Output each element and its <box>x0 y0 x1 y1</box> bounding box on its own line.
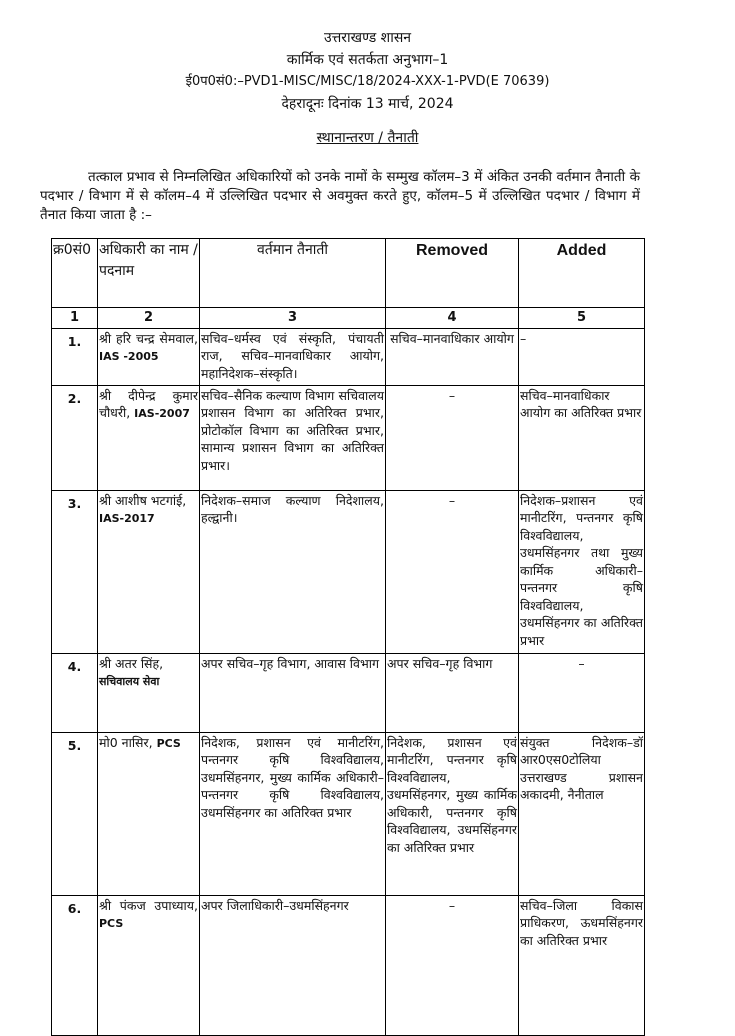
col-number: 4 <box>385 307 519 329</box>
officer-name: मो0 नासिर, PCS <box>97 731 200 896</box>
col-number: 2 <box>97 307 200 329</box>
table-row: 5. मो0 नासिर, PCS निदेशक, प्रशासन एवं मा… <box>51 731 645 896</box>
removed-posting: – <box>385 489 519 654</box>
place-date: देहरादूनः दिनांक 13 मार्च, 2024 <box>281 96 454 112</box>
name-text: श्री दीपेन्द्र कुमार चौधरी, <box>99 387 198 421</box>
table-row: 1. श्री हरि चन्द्र सेमवाल, IAS -2005 सचि… <box>51 327 645 386</box>
reference-number: ई0प0सं0:–PVD1-MISC/MISC/18/2024-XXX-1-PV… <box>185 74 550 89</box>
section-name: कार्मिक एवं सतर्कता अनुभाग–1 <box>286 52 449 68</box>
current-posting: अपर जिलाधिकारी–उधमसिंहनगर <box>199 894 386 1036</box>
table-row: 2. श्री दीपेन्द्र कुमार चौधरी, IAS-2007 … <box>51 384 645 491</box>
serial-number: 4. <box>51 652 98 733</box>
removed-posting: अपर सचिव–गृह विभाग <box>385 652 519 733</box>
removed-posting: – <box>385 894 519 1036</box>
service-text: PCS <box>156 736 181 750</box>
added-posting: – <box>518 327 645 386</box>
officer-name: श्री आशीष भटगांई, IAS-2017 <box>97 489 200 654</box>
name-text: श्री पंकज उपाध्याय, <box>99 897 198 913</box>
column-number-row: 1 2 3 4 5 <box>51 307 645 329</box>
officer-name: श्री हरि चन्द्र सेमवाल, IAS -2005 <box>97 327 200 386</box>
added-posting: संयुक्त निदेशक–डॉ आर0एस0टोलिया उत्तराखण्… <box>518 731 645 896</box>
service-text: IAS-2007 <box>134 407 190 420</box>
current-posting: अपर सचिव–गृह विभाग, आवास विभाग <box>199 652 386 733</box>
current-posting: सचिव–धर्मस्व एवं संस्कृति, पंचायती राज, … <box>199 327 386 386</box>
serial-number: 5. <box>51 731 98 896</box>
service-text: IAS-2017 <box>99 512 155 525</box>
col-number: 5 <box>518 307 645 329</box>
subject-title: स्थानान्तरण / तैनाती <box>316 130 419 146</box>
col-header-added: Added <box>518 238 645 308</box>
col-number: 3 <box>199 307 386 329</box>
current-posting: सचिव–सैनिक कल्याण विभाग सचिवालय प्रशासन … <box>199 384 386 491</box>
added-posting: निदेशक–प्रशासन एवं मानीटरिंग, पन्तनगर कृ… <box>518 489 645 654</box>
removed-posting: – <box>385 384 519 491</box>
service-text: सचिवालय सेवा <box>99 675 160 688</box>
service-text: IAS -2005 <box>99 350 159 363</box>
name-text: श्री हरि चन्द्र सेमवाल, <box>99 330 198 346</box>
removed-posting: सचिव–मानवाधिकार आयोग <box>385 327 519 386</box>
name-text: मो0 नासिर, <box>99 734 153 750</box>
table-row: 6. श्री पंकज उपाध्याय, PCS अपर जिलाधिकार… <box>51 894 645 1036</box>
current-posting: निदेशक–समाज कल्याण निदेशालय, हल्द्वानी। <box>199 489 386 654</box>
table-row: 4. श्री अतर सिंह, सचिवालय सेवा अपर सचिव–ग… <box>51 652 645 733</box>
name-text: श्री आशीष भटगांई, <box>99 492 187 508</box>
col-header-name: अधिकारी का नाम / पदनाम <box>97 238 200 308</box>
govt-name: उत्तराखण्ड शासन <box>323 30 412 46</box>
service-text: PCS <box>99 917 124 930</box>
added-posting: सचिव–जिला विकास प्राधिकरण, ऊधमसिंहनगर का… <box>518 894 645 1036</box>
col-header-sn: क्र0सं0 <box>51 238 98 308</box>
current-posting: निदेशक, प्रशासन एवं मानीटरिंग, पन्तनगर क… <box>199 731 386 896</box>
serial-number: 6. <box>51 894 98 1036</box>
serial-number: 1. <box>51 327 98 386</box>
col-number: 1 <box>51 307 98 329</box>
intro-text: तत्काल प्रभाव से निम्नलिखित अधिकारियों क… <box>40 169 640 223</box>
header-row: क्र0सं0 अधिकारी का नाम / पदनाम वर्तमान त… <box>51 238 645 308</box>
col-header-removed: Removed <box>385 238 519 308</box>
officer-name: श्री पंकज उपाध्याय, PCS <box>97 894 200 1036</box>
added-posting: – <box>518 652 645 733</box>
removed-posting: निदेशक, प्रशासन एवं मानीटरिंग, पन्तनगर क… <box>385 731 519 896</box>
officer-name: श्री दीपेन्द्र कुमार चौधरी, IAS-2007 <box>97 384 200 491</box>
intro-paragraph: तत्काल प्रभाव से निम्नलिखित अधिकारियों क… <box>40 168 640 225</box>
name-text: श्री अतर सिंह, <box>99 655 164 671</box>
serial-number: 3. <box>51 489 98 654</box>
serial-number: 2. <box>51 384 98 491</box>
table-row: 3. श्री आशीष भटगांई, IAS-2017 निदेशक–समाज… <box>51 489 645 654</box>
transfer-table: क्र0सं0 अधिकारी का नाम / पदनाम वर्तमान त… <box>51 238 645 1036</box>
added-posting: सचिव–मानवाधिकार आयोग का अतिरिक्त प्रभार <box>518 384 645 491</box>
officer-name: श्री अतर सिंह, सचिवालय सेवा <box>97 652 200 733</box>
col-header-current: वर्तमान तैनाती <box>199 238 386 308</box>
